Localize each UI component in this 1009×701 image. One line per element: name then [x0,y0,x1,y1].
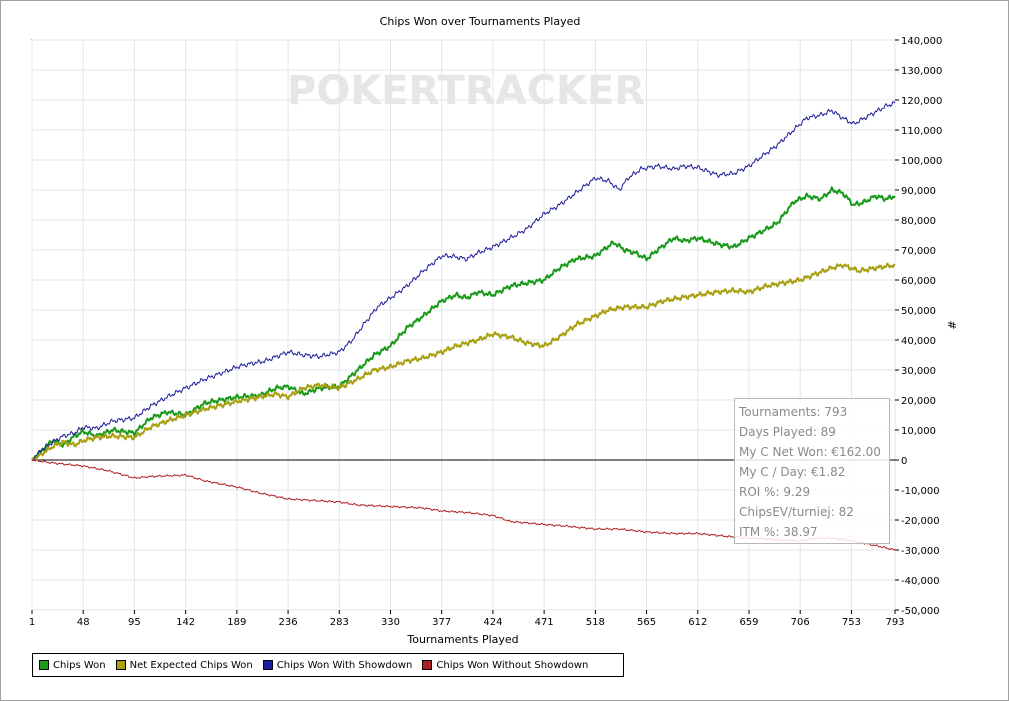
x-tick-label: 95 [128,617,141,628]
y-tick-label: 30,000 [901,366,936,377]
x-tick-label: 236 [279,617,298,628]
x-tick-label: 793 [885,617,904,628]
legend-label: Chips Won Without Showdown [436,659,589,671]
y-tick-label: 50,000 [901,306,936,317]
x-tick-label: 706 [791,617,810,628]
stat-itm: ITM %: 38.97 [739,525,818,539]
x-tick-label: 471 [535,617,554,628]
stat-roi: ROI %: 9.29 [739,485,811,499]
x-tick-label: 659 [739,617,758,628]
legend-item-net-expected[interactable]: Net Expected Chips Won [115,659,253,671]
legend-item-without-showdown[interactable]: Chips Won Without Showdown [422,660,588,671]
stat-chips-ev: ChipsEV/turniej: 82 [739,505,854,519]
legend-label: Chips Won [53,659,106,671]
legend-swatch [115,660,126,670]
x-axis: 1 48 95 142 189 236 283 330 377 424 471 518 565 612 65… [29,610,905,628]
x-tick-label: 518 [586,617,605,628]
y-tick-label: 0 [901,456,907,467]
y-axis-title: # [946,320,959,329]
y-tick-label: 40,000 [901,336,936,347]
y-tick-label: 110,000 [901,126,942,137]
series-line-chips-won [31,186,896,461]
x-tick-label: 1 [29,617,35,628]
legend-swatch [422,660,433,670]
stat-per-day: My C / Day: €1.82 [739,465,846,479]
y-tick-label: 140,000 [901,36,942,47]
legend-item-with-showdown[interactable]: Chips Won With Showdown [262,659,413,671]
x-tick-label: 612 [688,617,707,628]
y-tick-label: 60,000 [901,276,936,287]
y-tick-label: 70,000 [901,246,936,257]
x-tick-label: 753 [842,617,861,628]
legend-label: Net Expected Chips Won [129,659,253,671]
legend-swatch [262,660,273,670]
y-tick-label: 100,000 [901,156,942,167]
stat-net-won: My C Net Won: €162.00 [739,445,881,459]
legend: Chips Won Net Expected Chips Won Chips W… [32,653,624,677]
x-tick-label: 189 [227,617,246,628]
grid [31,39,896,611]
legend-swatch [39,660,49,670]
y-tick-label: 10,000 [901,426,936,437]
y-tick-label: -50,000 [901,606,940,617]
x-tick-label: 377 [432,617,451,628]
x-tick-label: 48 [77,617,90,628]
y-tick-label: 120,000 [901,96,942,107]
series-layer [31,101,896,551]
x-tick-label: 283 [330,617,349,628]
y-tick-label: 80,000 [901,216,936,227]
y-tick-label: 20,000 [901,396,936,407]
x-tick-label: 565 [637,617,656,628]
y-tick-label: 130,000 [901,66,942,77]
stat-tournaments: Tournaments: 793 [739,405,848,419]
x-axis-title: Tournaments Played [406,633,518,646]
y-tick-label: -40,000 [901,576,940,587]
series-line-chips-won-with-showdown [31,101,896,461]
y-tick-label: 90,000 [901,186,936,197]
watermark: POKERTRACKER [287,68,645,114]
y-axis: 140,000 130,000 120,000 110,000 100,000 90,00… [895,36,942,617]
legend-label: Chips Won With Showdown [276,659,413,671]
x-tick-label: 424 [483,617,502,628]
series-line-net-expected-chips-won [31,262,896,462]
y-tick-label: -30,000 [901,546,940,557]
y-tick-label: -20,000 [901,516,940,527]
legend-item-chips-won[interactable]: Chips Won [39,660,106,671]
stats-box: Tournaments: 793 Days Played: 89 My C Ne… [734,398,890,544]
stat-days-played: Days Played: 89 [739,425,836,439]
chart-title: Chips Won over Tournaments Played [380,15,581,28]
x-tick-label: 142 [176,617,195,628]
y-tick-label: -10,000 [901,486,940,497]
x-tick-label: 330 [381,617,400,628]
